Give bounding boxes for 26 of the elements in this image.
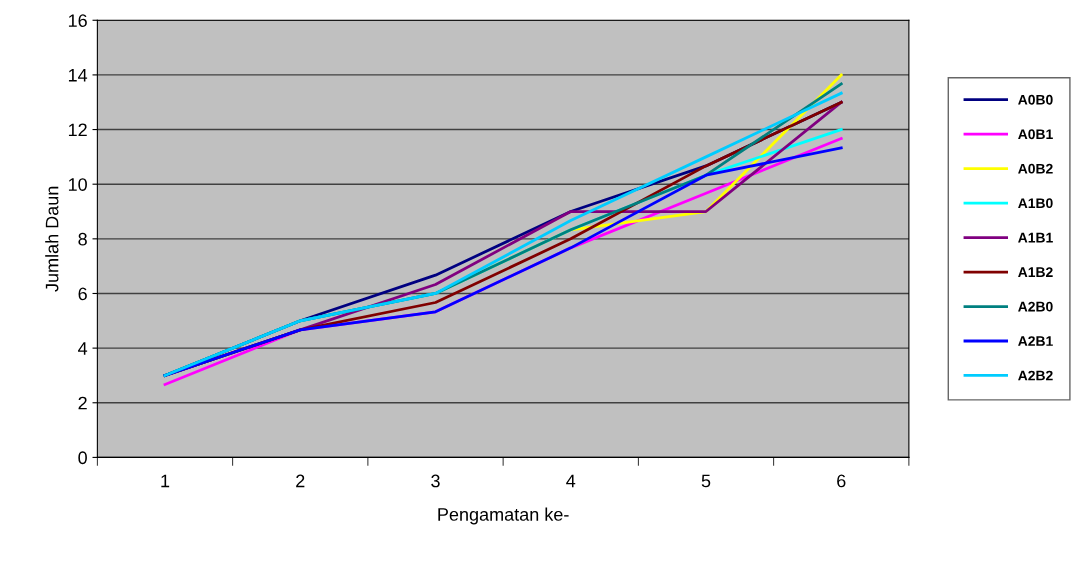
y-tick-label: 6 <box>78 287 87 301</box>
legend-label: A0B2 <box>1018 163 1053 174</box>
y-tick-label: 14 <box>68 69 88 82</box>
y-tick-label: 0 <box>78 451 87 465</box>
x-axis-title: Pengamatan ke- <box>438 507 569 525</box>
y-tick-label: 16 <box>68 14 87 27</box>
legend-label: A2B1 <box>1018 336 1053 346</box>
legend-label: A1B0 <box>1018 198 1053 209</box>
legend-label: A1B1 <box>1018 232 1053 243</box>
y-axis-title: Jumlah Daun <box>45 186 59 292</box>
x-tick-label: 5 <box>701 474 711 488</box>
legend-label: A2B0 <box>1018 301 1053 312</box>
x-tick-label: 2 <box>296 474 305 488</box>
x-tick-label: 1 <box>161 474 170 488</box>
x-tick-label: 3 <box>431 474 440 488</box>
y-tick-label: 2 <box>78 396 87 410</box>
y-tick-label: 4 <box>78 342 88 355</box>
x-tick-label: 6 <box>837 474 846 488</box>
legend-label: A1B2 <box>1018 267 1053 277</box>
y-tick-label: 10 <box>68 178 87 191</box>
legend-label: A0B0 <box>1018 94 1053 105</box>
legend-label: A0B1 <box>1018 129 1053 140</box>
legend-label: A2B2 <box>1018 370 1053 381</box>
x-tick-label: 4 <box>566 474 576 488</box>
y-tick-label: 8 <box>78 232 87 246</box>
y-tick-label: 12 <box>68 123 87 137</box>
